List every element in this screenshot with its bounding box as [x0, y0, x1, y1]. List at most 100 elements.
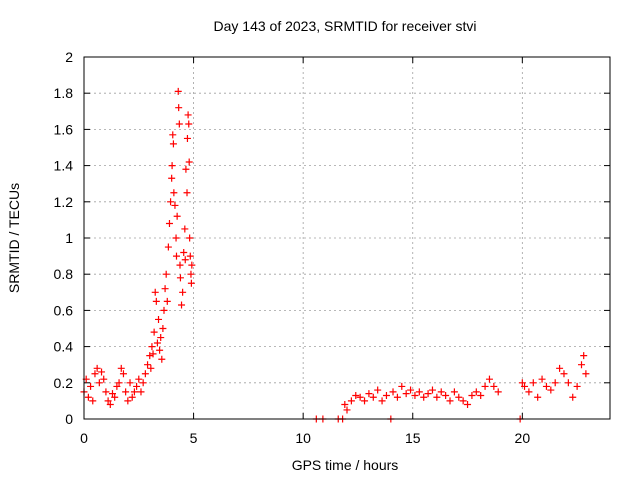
- data-point: [111, 393, 119, 401]
- y-tick-label: 0.8: [54, 266, 74, 282]
- data-point: [442, 391, 450, 399]
- y-tick-label: 1.6: [54, 121, 74, 137]
- data-point: [173, 212, 181, 220]
- data-point: [175, 120, 183, 128]
- data-point: [188, 261, 196, 269]
- data-point: [108, 390, 116, 398]
- data-point: [169, 131, 177, 139]
- data-point: [534, 393, 542, 401]
- data-point: [573, 382, 581, 390]
- data-point: [150, 328, 158, 336]
- data-point: [518, 379, 526, 387]
- data-point: [356, 393, 364, 401]
- y-tick-label: 2: [65, 49, 73, 65]
- data-point: [176, 261, 184, 269]
- data-point: [525, 388, 533, 396]
- data-point: [181, 256, 189, 264]
- x-tick-label: 5: [190, 430, 198, 446]
- data-point: [98, 368, 106, 376]
- data-point: [428, 386, 436, 394]
- data-point: [174, 87, 182, 95]
- data-point: [398, 382, 406, 390]
- data-point: [361, 397, 369, 405]
- data-point: [446, 397, 454, 405]
- data-point: [393, 393, 401, 401]
- data-point: [100, 375, 108, 383]
- data-point: [490, 382, 498, 390]
- axis-ticks: 00.20.40.60.811.21.41.61.820 5 10 15 20: [54, 49, 610, 446]
- data-point: [378, 397, 386, 405]
- data-point: [149, 350, 157, 358]
- data-point: [186, 252, 194, 260]
- data-point: [187, 279, 195, 287]
- data-point: [542, 382, 550, 390]
- data-point: [161, 285, 169, 293]
- x-tick-label: 20: [515, 430, 531, 446]
- data-point: [137, 388, 145, 396]
- data-point: [158, 355, 166, 363]
- grid-lines: [84, 57, 610, 419]
- data-point: [402, 390, 410, 398]
- data-point: [180, 248, 188, 256]
- data-point: [104, 397, 112, 405]
- data-point: [582, 370, 590, 378]
- data-point: [185, 120, 193, 128]
- data-point: [130, 388, 138, 396]
- x-tick-label: 10: [295, 430, 311, 446]
- data-point: [91, 370, 99, 378]
- data-point: [415, 388, 423, 396]
- data-point: [468, 391, 476, 399]
- data-point: [437, 388, 445, 396]
- data-point: [168, 162, 176, 170]
- data-point: [343, 406, 351, 414]
- data-point: [169, 140, 177, 148]
- data-point: [153, 339, 161, 347]
- data-point: [365, 390, 373, 398]
- data-point: [167, 198, 175, 206]
- y-tick-label: 1.4: [54, 158, 74, 174]
- data-point: [369, 393, 377, 401]
- data-point: [420, 393, 428, 401]
- data-point: [187, 270, 195, 278]
- data-point: [186, 234, 194, 242]
- data-point: [172, 234, 180, 242]
- y-tick-label: 0.4: [54, 339, 74, 355]
- x-tick-label: 15: [405, 430, 421, 446]
- y-tick-label: 0.6: [54, 302, 74, 318]
- y-tick-label: 0: [65, 411, 73, 427]
- data-point: [455, 393, 463, 401]
- data-point: [424, 390, 432, 398]
- data-point: [477, 391, 485, 399]
- data-point: [538, 375, 546, 383]
- data-point: [102, 388, 110, 396]
- y-tick-label: 1.2: [54, 194, 74, 210]
- data-point: [494, 388, 502, 396]
- data-point: [162, 270, 170, 278]
- data-point: [165, 220, 173, 228]
- data-point: [163, 297, 171, 305]
- data-point: [459, 397, 467, 405]
- data-point: [95, 379, 103, 387]
- data-point: [84, 393, 92, 401]
- data-point: [170, 189, 178, 197]
- data-point: [178, 301, 186, 309]
- y-tick-label: 0.2: [54, 375, 74, 391]
- data-point: [155, 315, 163, 323]
- data-point: [578, 361, 586, 369]
- data-point: [341, 401, 349, 409]
- data-point: [147, 364, 155, 372]
- data-point: [551, 379, 559, 387]
- x-axis-label: GPS time / hours: [292, 457, 399, 473]
- x-tick-label: 0: [80, 430, 88, 446]
- data-point: [564, 379, 572, 387]
- data-point: [569, 393, 577, 401]
- data-point: [176, 274, 184, 282]
- data-point: [347, 397, 355, 405]
- data-point: [450, 388, 458, 396]
- data-point: [168, 174, 176, 182]
- data-point: [172, 252, 180, 260]
- data-point: [160, 306, 168, 314]
- data-point: [181, 225, 189, 233]
